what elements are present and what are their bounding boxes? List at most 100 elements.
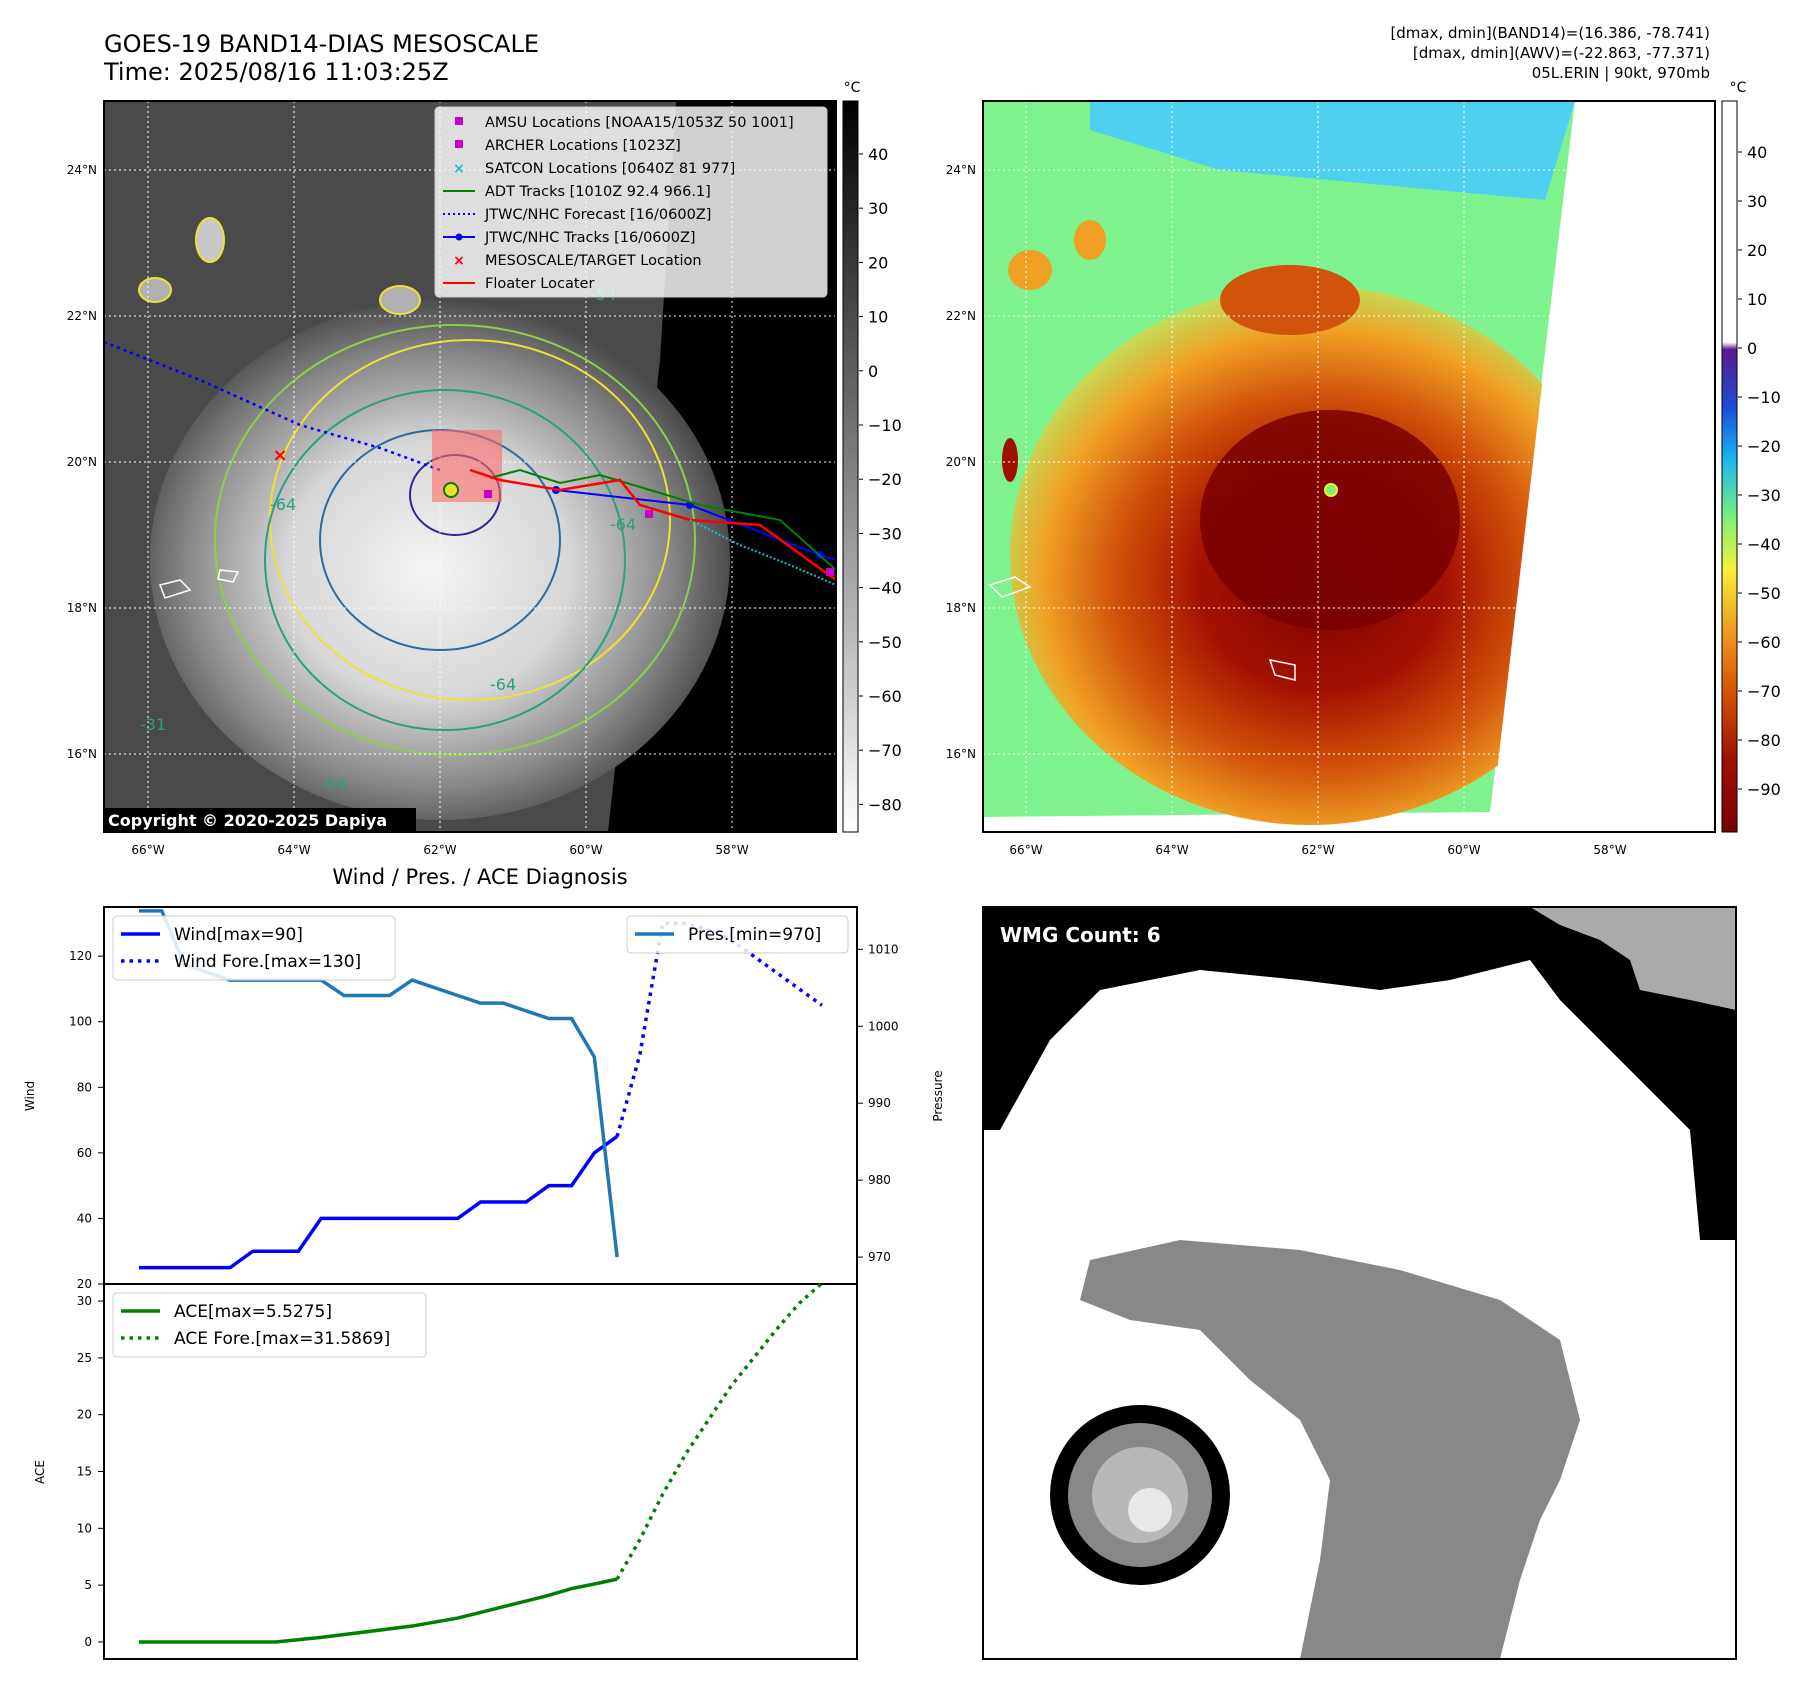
legend-archer-icon: [455, 140, 463, 148]
colorbar-tick-label: 10: [868, 308, 888, 327]
amsu-marker: [826, 568, 834, 576]
colorbar-tick-label: −30: [1747, 486, 1781, 505]
legend-jtwc: JTWC/NHC Tracks [16/0600Z]: [484, 230, 696, 246]
colorbar-tick-label: 40: [1747, 143, 1767, 162]
colorbar-tick-label: −50: [868, 633, 902, 652]
colorbar-tick-label: 20: [1747, 241, 1767, 260]
lat-label: 20°N: [946, 455, 976, 469]
colorbar-tick-label: 30: [868, 199, 888, 218]
pressure-legend-label: Pres.[min=970]: [688, 925, 821, 945]
target-marker: ×: [272, 445, 287, 466]
wmg-frame: [982, 906, 1737, 1660]
lat-label: 22°N: [67, 309, 97, 323]
colorbar-tick-label: −50: [1747, 584, 1781, 603]
ir-color-map: 66°W 64°W 62°W 60°W 58°W 24°N 22°N 20°N …: [946, 80, 1781, 857]
wind-line: [139, 1135, 619, 1270]
color-colorbar-ticks: 40 30 20 10 0 −10 −20 −30 −40 −50 −60 −70 −80 −90: [1738, 143, 1781, 799]
storm-eye: [1324, 483, 1338, 497]
wmg-panel: WMG Count: 6: [982, 906, 1737, 1660]
colorbar-tick-label: 40: [868, 145, 888, 164]
wind-forecast-line: [615, 921, 824, 1137]
adt-track: [489, 468, 836, 571]
pressure-tick-label: 1000: [868, 1019, 899, 1033]
contour-label: -64: [270, 495, 296, 514]
colorbar-tick-label: 20: [868, 253, 888, 272]
colorbar-tick-label: −70: [868, 741, 902, 760]
cloud-band: [1220, 265, 1360, 335]
pressure-axis-label: Pressure: [931, 1070, 945, 1121]
diagnosis-title: Wind / Pres. / ACE Diagnosis: [332, 865, 627, 889]
lon-label: 66°W: [131, 843, 164, 857]
wmg-gray-band: [1080, 1240, 1580, 1659]
color-colorbar: [1721, 100, 1738, 833]
lat-label: 22°N: [946, 309, 976, 323]
pressure-tick-label: 1010: [868, 942, 899, 956]
colorbar-tick-label: 0: [1747, 339, 1757, 358]
colorbar-tick-label: −80: [868, 795, 902, 814]
map-left-lat-labels: 24°N 22°N 20°N 18°N 16°N: [67, 163, 97, 761]
lon-label: 58°W: [1593, 843, 1626, 857]
map-frame: [103, 100, 837, 833]
storm-cloud-mass: [150, 300, 730, 820]
lon-label: 64°W: [1155, 843, 1188, 857]
cold-band: [1090, 101, 1575, 200]
storm-core: [1200, 410, 1460, 630]
lat-label: 24°N: [67, 163, 97, 177]
legend-target-icon: ×: [453, 253, 465, 269]
lon-label: 64°W: [277, 843, 310, 857]
wind-tick-label: 40: [77, 1211, 92, 1225]
gray-colorbar-unit: °C: [844, 80, 861, 96]
ir-gray-map: -64 -54 -64 -31 -54 -64: [67, 80, 902, 857]
ace-tick-label: 30: [77, 1294, 92, 1308]
info-band14: [dmax, dmin](BAND14)=(16.386, -78.741): [1390, 24, 1710, 42]
floater-track: [469, 468, 836, 582]
info-storm: 05L.ERIN | 90kt, 970mb: [1532, 64, 1710, 82]
ace-series-group: [139, 1281, 824, 1644]
info-awv: [dmax, dmin](AWV)=(-22.863, -77.371): [1413, 44, 1710, 62]
pressure-y-ticks: 970 980 990 1000 1010: [857, 942, 899, 1264]
coastline: [988, 576, 1296, 681]
colorbar-tick-label: −60: [868, 687, 902, 706]
wind-pressure-chart: 20 40 60 80 100 120 970 980 990 1000 1010 Wind Pr…: [23, 906, 945, 1291]
wind-legend-label: Wind[max=90]: [174, 925, 303, 945]
ace-tick-label: 5: [84, 1578, 92, 1592]
copyright-bg: [104, 808, 416, 832]
lon-label: 62°W: [1301, 843, 1334, 857]
wind-axis-label: Wind: [23, 1081, 37, 1111]
cloud-cell: [1008, 250, 1052, 290]
map-left-lon-labels: 66°W 64°W 62°W 60°W 58°W: [131, 843, 748, 857]
legend-amsu: AMSU Locations [NOAA15/1053Z 50 1001]: [485, 115, 794, 131]
wmg-count-label: WMG Count: 6: [1000, 923, 1161, 947]
contour-label: -64: [490, 675, 516, 694]
figure-title: GOES-19 BAND14-DIAS MESOSCALE: [104, 30, 539, 58]
ace-forecast-legend-label: ACE Fore.[max=31.5869]: [174, 1329, 390, 1349]
legend-jtwc-dot: [455, 233, 463, 241]
color-colorbar-unit: °C: [1730, 80, 1747, 96]
legend-satcon-icon: ×: [453, 161, 465, 177]
colorbar-tick-label: 10: [1747, 290, 1767, 309]
lat-label: 16°N: [67, 747, 97, 761]
lat-label: 16°N: [946, 747, 976, 761]
colorbar-tick-label: 0: [868, 362, 878, 381]
colorbar-tick-label: −30: [868, 524, 902, 543]
legend-target: MESOSCALE/TARGET Location: [485, 253, 702, 269]
figure-time: Time: 2025/08/16 11:03:25Z: [103, 58, 449, 86]
lon-label: 58°W: [715, 843, 748, 857]
ace-y-ticks: 0 5 10 15 20 25 30: [77, 1294, 104, 1649]
colorbar-tick-label: −70: [1747, 682, 1781, 701]
ace-tick-label: 25: [77, 1351, 92, 1365]
wind-legend-box: [112, 915, 396, 981]
cloud-cell: [195, 217, 225, 263]
ace-tick-label: 10: [77, 1521, 92, 1535]
lat-label: 20°N: [67, 455, 97, 469]
copyright: Copyright © 2020-2025 Dapiya: [108, 811, 387, 830]
wind-tick-label: 20: [77, 1277, 92, 1291]
storm-center: [443, 482, 459, 498]
ace-legend-box: [112, 1292, 427, 1358]
amsu-marker: [645, 510, 653, 518]
lat-label: 18°N: [946, 601, 976, 615]
colorbar-tick-label: −40: [868, 579, 902, 598]
contour-label: -31: [140, 715, 166, 734]
cloud-cell: [379, 285, 421, 315]
cloud-cell: [138, 277, 172, 303]
